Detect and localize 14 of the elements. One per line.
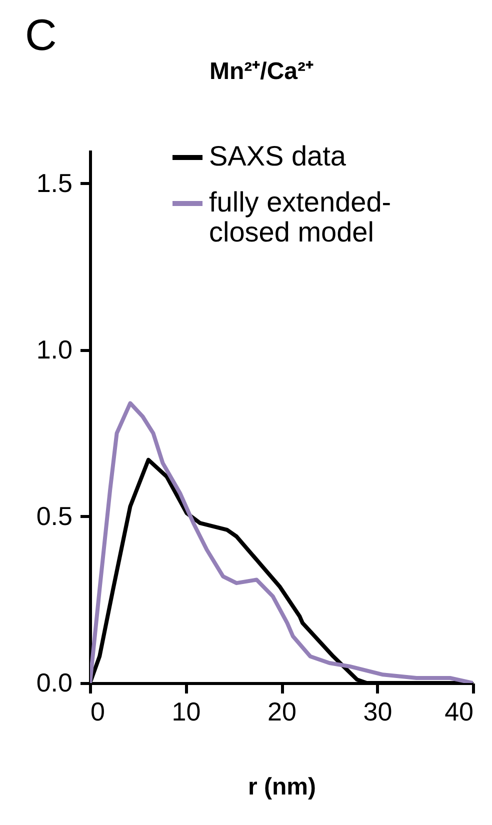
x-tick-label: 30 [363,696,392,726]
x-tick-label: 40 [444,696,474,726]
text: C [25,11,57,60]
x-axis-title: r (nm) [248,774,316,800]
x-tick-label: 20 [268,696,296,726]
y-tick-label: 0.0 [36,668,72,698]
y-tick-label: 1.5 [36,168,72,198]
legend-label: fully extended-closed model [209,186,392,248]
x-tick-label: 10 [172,696,201,726]
y-tick-label: 1.0 [36,334,72,364]
x-tick-label: 0 [90,696,105,726]
y-tick-label: 0.5 [36,500,72,531]
chart-title: Mn²⁺/Ca²⁺ [210,58,314,85]
legend-label: SAXS data [209,140,346,172]
